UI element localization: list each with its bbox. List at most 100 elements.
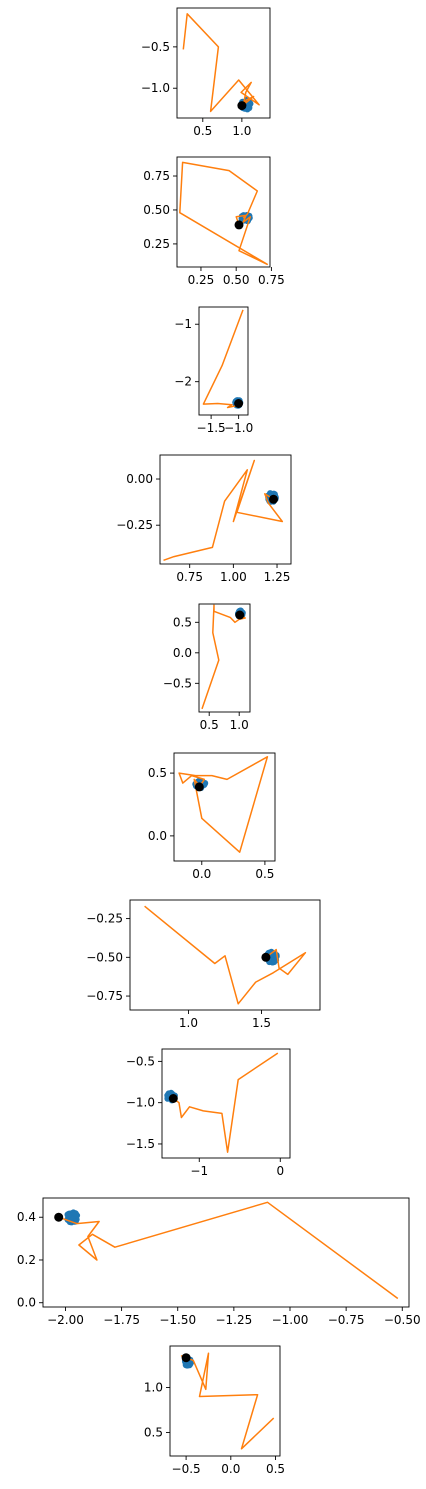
x-tick-label: −1.25 [215, 1313, 252, 1327]
x-tick-label: 0.0 [221, 1462, 240, 1476]
y-tick-label: 1.0 [144, 1380, 163, 1394]
axes-frame [173, 752, 276, 862]
axes-frame [129, 899, 321, 1011]
x-tick-label: 0.25 [188, 273, 215, 287]
x-tick-label: 0.5 [266, 1462, 285, 1476]
axes-frame [176, 156, 271, 268]
x-tick-label: 0.5 [200, 718, 219, 732]
y-tick-label: −0.5 [141, 40, 170, 54]
y-tick-label: 0.50 [143, 203, 170, 217]
x-tick-label: 1.0 [232, 124, 251, 138]
x-tick-label: −1 [190, 1164, 208, 1178]
plot-area [180, 1352, 275, 1450]
plot-area [164, 1052, 279, 1153]
y-tick-label: 0.00 [126, 472, 153, 486]
x-tick-label: 0.5 [255, 867, 274, 881]
x-tick-label: 1.0 [230, 718, 249, 732]
y-tick-label: −1 [174, 317, 192, 331]
x-tick-label: 1.5 [252, 1016, 271, 1030]
cluster-point [183, 1361, 190, 1368]
center-point [181, 1353, 191, 1363]
y-tick-label: 0.5 [173, 615, 192, 629]
panel-6: 0.0 0.5 0.5 0.0 [148, 752, 276, 881]
center-point [261, 952, 271, 962]
cluster-point [72, 1210, 79, 1217]
y-tick-label: 0.25 [143, 237, 170, 251]
plot-area [201, 604, 246, 710]
path-series-line [182, 13, 260, 113]
plot-area [182, 13, 260, 113]
y-tick-label: −1.0 [141, 81, 170, 95]
x-tick-label: 0.50 [223, 273, 250, 287]
y-tick-label: 0.0 [17, 1296, 36, 1310]
x-tick-label: 0.75 [176, 570, 203, 584]
path-series-line [58, 1201, 399, 1300]
path-series-line [144, 905, 307, 1005]
y-tick-label: 0.4 [17, 1210, 36, 1224]
y-tick-label: −1.5 [126, 1137, 155, 1151]
panel-7: 1.0 1.5 −0.25 −0.50 −0.75 [86, 899, 321, 1030]
plot-area [179, 161, 268, 266]
path-series-line [172, 1052, 279, 1153]
y-tick-label: −0.5 [126, 1054, 155, 1068]
x-tick-label: 1.00 [220, 570, 247, 584]
y-tick-label: 0.5 [148, 766, 167, 780]
axes-frame [198, 603, 251, 713]
axes-frame [176, 7, 271, 119]
y-tick-label: −1.0 [126, 1096, 155, 1110]
plot-area [178, 756, 269, 853]
path-series-line [202, 309, 244, 409]
center-point [54, 1212, 64, 1222]
y-tick-label: 0.2 [17, 1253, 36, 1267]
y-tick-label: 0.0 [148, 829, 167, 843]
y-tick-label: −0.5 [163, 676, 192, 690]
x-tick-label: −0.50 [384, 1313, 421, 1327]
panel-5: 0.5 1.0 0.5 0.0 −0.5 [163, 603, 251, 732]
path-series-line [179, 161, 268, 266]
x-tick-label: −1.0 [224, 421, 253, 435]
path-series-line [201, 604, 246, 710]
center-point [234, 399, 244, 408]
x-tick-label: −1.75 [103, 1313, 140, 1327]
x-tick-label: −2.00 [47, 1313, 84, 1327]
x-tick-label: 1.25 [264, 570, 291, 584]
center-point [237, 101, 247, 111]
panel-9: −2.00 −1.75 −1.50 −1.25 −1.00 −0.75 −0.50 0.4 0.… [17, 1197, 421, 1327]
y-tick-label: 0.0 [173, 646, 192, 660]
path-series-line [180, 1352, 275, 1450]
x-tick-label: 1.0 [179, 1016, 198, 1030]
x-tick-label: 0 [276, 1164, 284, 1178]
center-point [269, 494, 278, 504]
center-point [235, 610, 245, 620]
panel-2: 0.25 0.50 0.75 0.25 0.50 0.75 [143, 156, 285, 287]
x-tick-label: 0.0 [192, 867, 211, 881]
path-series-line [178, 756, 269, 853]
x-tick-label: −0.5 [172, 1462, 201, 1476]
panel-10: −0.5 0.0 0.5 1.0 0.5 [144, 1345, 285, 1476]
y-tick-label: −0.75 [86, 989, 123, 1003]
x-tick-label: 0.5 [193, 124, 212, 138]
y-tick-label: 0.75 [143, 169, 170, 183]
plot-area [163, 459, 284, 562]
panel-3: −1.5−1.0 −1 −2 [174, 306, 253, 435]
axes-frame [161, 1048, 291, 1159]
panel-1: 0.5 1.0 −0.5 −1.0 [141, 7, 271, 138]
axes-frame [42, 1197, 410, 1308]
x-tick-label: −0.75 [328, 1313, 365, 1327]
center-point [194, 782, 204, 792]
y-tick-label: −0.25 [86, 912, 123, 926]
panel-8: −1 0 −0.5 −1.0 −1.5 [126, 1048, 291, 1178]
y-tick-label: −2 [174, 375, 192, 389]
axes-frame [198, 306, 249, 416]
axes-frame [159, 454, 292, 565]
x-tick-label: −1.5 [197, 421, 226, 435]
y-tick-label: −0.25 [116, 518, 153, 532]
center-point [168, 1094, 178, 1103]
x-tick-label: 0.75 [258, 273, 285, 287]
y-tick-label: −0.50 [86, 950, 123, 964]
center-point [234, 220, 244, 230]
plot-area [202, 309, 244, 409]
path-series-line [163, 459, 284, 562]
x-tick-label: −1.50 [159, 1313, 196, 1327]
